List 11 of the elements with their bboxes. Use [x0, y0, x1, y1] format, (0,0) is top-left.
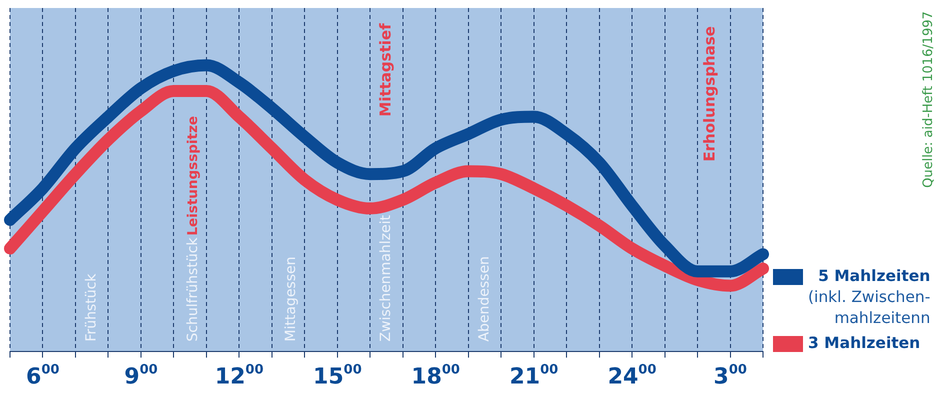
- annotation: Frühstück: [83, 272, 100, 342]
- annotation: Abendessen: [476, 256, 492, 342]
- annotation: Mittagstief: [376, 22, 394, 117]
- annotation: Mittagessen: [283, 256, 300, 342]
- annotation: Leistungsspitze: [184, 116, 201, 236]
- source-note: Quelle: aid-Heft 1016/1997: [920, 10, 936, 188]
- annotation: Zwischenmahlzeit: [378, 214, 394, 342]
- annotation: Schulfrühstück: [184, 236, 201, 342]
- legend-label: 5 Mahlzeiten (inkl. Zwischen- mahlzeitenn: [808, 266, 930, 329]
- legend-label: 3 Mahlzeiten: [808, 333, 920, 354]
- annotation: Erholungsphase: [700, 26, 719, 162]
